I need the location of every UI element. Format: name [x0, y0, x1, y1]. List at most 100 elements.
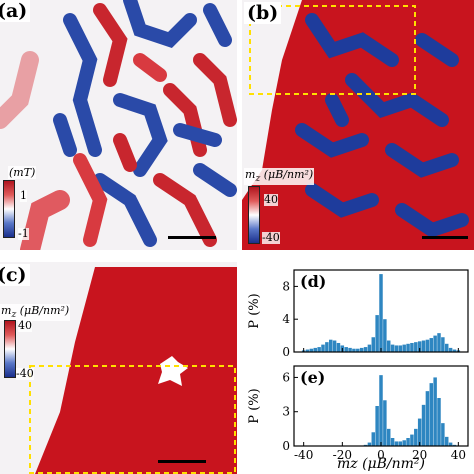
panel-b-unit-rest: (μB/nm²)	[260, 168, 314, 181]
panel-b-scale-bar	[422, 236, 468, 239]
histogram-d-ytick-label: 4	[282, 312, 290, 326]
panel-a-colorbar	[3, 180, 15, 238]
histogram-d-bar	[410, 342, 414, 352]
histogram-d-bar	[328, 339, 333, 352]
panel-a-map-image	[0, 0, 237, 250]
panel-b-colorbar	[248, 186, 260, 244]
histogram-d-bar	[421, 340, 426, 352]
panel-a-colorbar-min: -1	[18, 227, 29, 240]
histogram-d-bar	[317, 347, 321, 352]
histogram-e-bar	[429, 383, 434, 446]
histogram-d-bar	[359, 347, 364, 352]
histogram-e-xtick-label: 0	[377, 448, 385, 462]
histogram-d-bar	[367, 344, 372, 352]
histogram-panels: 0 4 8 (d) P (%) 0 3 6 -40 -20 0 20 40 (e) P (%) mz (μB…	[247, 269, 469, 472]
panel-a-colorbar-unit: (mT)	[8, 166, 37, 179]
panel-b-colorbar-max: 40	[264, 193, 278, 206]
histogram-d-bar	[313, 347, 318, 352]
panel-b-colorbar-min: -40	[262, 231, 280, 244]
panel-c-label: (c)	[0, 264, 30, 286]
histogram-d-ytick-label: 8	[282, 279, 290, 293]
histogram-e-xtick-label: 40	[451, 448, 466, 462]
histogram-d-bar	[437, 333, 441, 352]
panel-b-colorbar-unit: mz (μB/nm²)	[244, 168, 315, 186]
histogram-d-bar	[363, 347, 368, 352]
panel-c-colorbar-unit: mz (μB/nm²)	[0, 304, 71, 322]
panel-a-scale-bar	[168, 236, 216, 239]
histogram-d-bar	[402, 344, 406, 352]
histogram-e-bar	[425, 391, 430, 446]
histogram-d-ytick-label: 0	[282, 345, 290, 359]
histogram-d-bar	[348, 347, 352, 352]
panel-c-unit-symbol: m	[1, 304, 12, 317]
histogram-e-ytick-label: 6	[282, 370, 290, 384]
histogram-e-bar	[410, 434, 414, 446]
panel-a-label: (a)	[0, 0, 31, 22]
panel-c-colorbar-max: 40	[18, 319, 32, 332]
histogram-d-bar	[448, 347, 453, 352]
panel-b-unit-symbol: m	[245, 168, 256, 181]
histogram-e-xlabel: mz (μB/nm²)	[337, 456, 425, 472]
histogram-e-bar	[398, 441, 403, 446]
histogram-d-bar	[356, 348, 360, 352]
histogram-e-xtick-label: -20	[333, 448, 352, 462]
histogram-d-bar	[332, 340, 337, 352]
histogram-e-bar	[394, 441, 399, 446]
histogram-e-bar	[375, 406, 379, 446]
panel-b-magnetization-map: (b) mz (μB/nm²) 40 -40	[242, 0, 474, 250]
histogram-e-bar	[414, 428, 418, 446]
histogram-e-bar	[371, 432, 376, 446]
histogram-d-bar	[386, 340, 391, 352]
histogram-d-bar	[344, 347, 348, 352]
histogram-e-bar	[433, 377, 437, 446]
histogram-e-bar	[390, 438, 395, 446]
histogram-d-bar	[321, 344, 325, 352]
histogram-d-bar	[433, 335, 437, 352]
histogram-e-bar	[437, 398, 441, 446]
histogram-e-label: (e)	[300, 368, 325, 387]
histogram-d-bar	[444, 343, 449, 352]
histogram-e-ytick-label: 0	[282, 439, 290, 453]
histogram-d-bar	[394, 345, 399, 352]
histogram-d-bar	[383, 319, 387, 352]
histogram-e-bar	[383, 400, 387, 446]
panel-c-map-image	[0, 262, 237, 474]
panel-c-magnetization-map: (c) mz (μB/nm²) 40 -40	[0, 262, 237, 474]
histogram-e-bar	[444, 436, 449, 446]
histogram-e-bar	[379, 375, 383, 446]
histogram-d-bar	[441, 337, 445, 352]
histogram-d-bar	[429, 338, 434, 352]
histogram-e-bar	[448, 442, 453, 446]
histogram-d-bar	[325, 342, 329, 352]
histogram-d-bar	[406, 343, 410, 352]
histogram-d-bar	[379, 274, 383, 352]
histogram-e-bar	[441, 423, 445, 446]
histogram-e-bar	[421, 404, 426, 446]
histogram-e-bar	[386, 428, 391, 446]
histogram-e: 0 3 6 -40 -20 0 20 40 (e) P (%) mz (μB/nm²)	[247, 365, 469, 472]
histogram-d: 0 4 8 (d) P (%)	[247, 269, 469, 359]
histogram-d-bar	[452, 349, 457, 352]
panel-c-unit-subscript: z	[11, 309, 17, 321]
histogram-e-xtick-label: -40	[294, 448, 313, 462]
panel-b-unit-subscript: z	[255, 173, 261, 185]
panel-b-label: (b)	[244, 2, 282, 24]
panel-a-magnetic-field-map: (a) (mT) 1 -1	[0, 0, 237, 250]
histogram-d-bar	[336, 342, 341, 352]
panel-c-unit-rest: (μB/nm²)	[16, 304, 70, 317]
histogram-d-bar	[305, 349, 310, 352]
panel-c-colorbar-min: -40	[16, 367, 34, 380]
histogram-d-label: (d)	[300, 272, 326, 291]
histogram-e-bar	[417, 418, 422, 446]
histogram-d-bar	[425, 339, 430, 352]
histogram-e-bar	[406, 438, 410, 446]
panel-b-map-image	[242, 0, 474, 250]
histogram-d-bar	[398, 345, 403, 352]
histogram-d-ylabel: P (%)	[247, 293, 262, 328]
histogram-d-bar	[417, 341, 422, 352]
panel-a-colorbar-max: 1	[20, 189, 27, 202]
histogram-e-bar	[402, 440, 406, 446]
histogram-e-bar	[367, 442, 372, 446]
histogram-d-bar	[414, 342, 418, 352]
histogram-d-bar	[390, 344, 395, 352]
